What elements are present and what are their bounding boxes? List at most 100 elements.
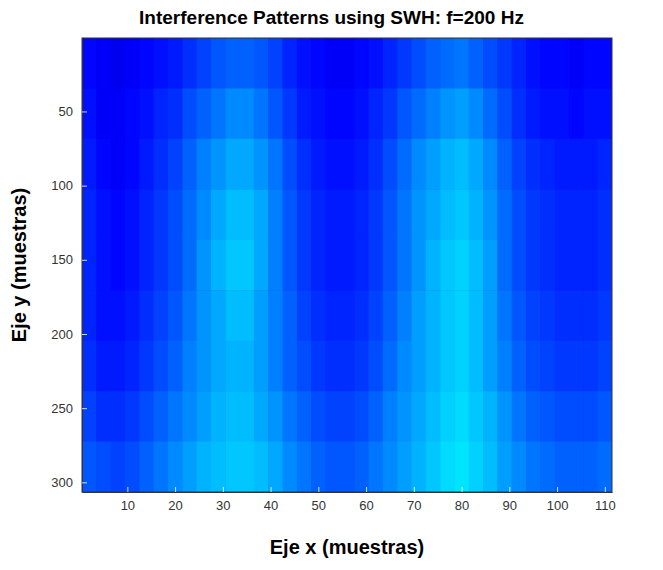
heatmap-cell	[268, 139, 283, 190]
heatmap-cell	[555, 442, 570, 492]
heatmap-cell	[340, 240, 355, 291]
heatmap-cell	[383, 442, 398, 492]
heatmap-cell	[125, 88, 140, 139]
x-tick-mark	[462, 487, 463, 492]
y-tick-label: 300	[51, 475, 73, 490]
heatmap-cell	[440, 240, 455, 291]
heatmap-cell	[283, 189, 298, 240]
heatmap-cell	[540, 391, 555, 442]
heatmap-cell	[197, 341, 212, 392]
heatmap-cell	[182, 240, 197, 291]
heatmap-cell	[111, 341, 126, 392]
heatmap-cell	[340, 442, 355, 492]
heatmap-cell	[469, 341, 484, 392]
x-tick-mark	[175, 487, 176, 492]
heatmap-cell	[211, 189, 226, 240]
heatmap-cell	[411, 38, 426, 89]
heatmap-cell	[96, 240, 111, 291]
heatmap-cell	[326, 290, 341, 341]
heatmap-cell	[297, 139, 312, 190]
heatmap-cell	[225, 139, 240, 190]
heatmap-cell	[182, 38, 197, 89]
heatmap-cell	[469, 88, 484, 139]
heatmap-cell	[440, 139, 455, 190]
heatmap-cell	[240, 290, 255, 341]
heatmap-cell	[311, 442, 326, 492]
heatmap-cell	[96, 442, 111, 492]
chart-title: Interference Patterns using SWH: f=200 H…	[139, 7, 524, 28]
heatmap-cell	[311, 88, 326, 139]
heatmap-cell	[440, 341, 455, 392]
heatmap-cell	[440, 442, 455, 492]
heatmap-cell	[197, 290, 212, 341]
x-tick-label: 60	[359, 498, 373, 513]
heatmap-cell	[297, 341, 312, 392]
heatmap-cell	[139, 290, 154, 341]
heatmap-cell	[598, 189, 612, 240]
heatmap-cell	[125, 38, 140, 89]
chart: 1020304050607080901001105010015020025030…	[0, 0, 663, 570]
heatmap-cell	[440, 38, 455, 89]
heatmap-cell	[340, 341, 355, 392]
y-tick-label: 100	[51, 178, 73, 193]
y-tick-mark	[82, 260, 87, 261]
x-tick-mark	[414, 487, 415, 492]
heatmap-cell	[311, 341, 326, 392]
heatmap-cell	[497, 88, 512, 139]
heatmap-cell	[426, 290, 441, 341]
heatmap-cell	[139, 391, 154, 442]
heatmap-cell	[326, 341, 341, 392]
x-tick: 60	[359, 487, 373, 513]
heatmap-cell	[512, 189, 527, 240]
x-tick-mark	[223, 487, 224, 492]
heatmap-cell	[240, 189, 255, 240]
heatmap-cell	[326, 391, 341, 442]
heatmap-cell	[512, 38, 527, 89]
heatmap-cell	[96, 391, 111, 442]
heatmap-cell	[411, 139, 426, 190]
heatmap-cell	[540, 290, 555, 341]
heatmap-cell	[240, 341, 255, 392]
heatmap-cell	[469, 391, 484, 442]
heatmap-cell	[154, 38, 169, 89]
heatmap-cell	[411, 442, 426, 492]
x-tick-mark	[271, 487, 272, 492]
heatmap-cell	[254, 442, 269, 492]
heatmap-cell	[426, 88, 441, 139]
heatmap-cell	[569, 442, 584, 492]
heatmap-cell	[512, 442, 527, 492]
cells	[82, 38, 612, 492]
y-tick-label: 150	[51, 252, 73, 267]
heatmap-cell	[182, 290, 197, 341]
heatmap-cell	[483, 240, 498, 291]
heatmap-cell	[154, 189, 169, 240]
heatmap-cell	[397, 240, 412, 291]
heatmap-cell	[268, 88, 283, 139]
heatmap-cell	[598, 88, 612, 139]
heatmap-cell	[512, 240, 527, 291]
heatmap-cell	[354, 88, 369, 139]
heatmap-cell	[526, 38, 541, 89]
heatmap-cell	[397, 189, 412, 240]
heatmap-cell	[411, 290, 426, 341]
heatmap-cell	[197, 240, 212, 291]
heatmap-cell	[368, 290, 383, 341]
heatmap-cell	[125, 341, 140, 392]
heatmap-cell	[497, 442, 512, 492]
heatmap-cell	[168, 139, 183, 190]
x-tick: 40	[264, 487, 278, 513]
heatmap-cell	[383, 189, 398, 240]
heatmap-cell	[483, 442, 498, 492]
heatmap-cell	[454, 240, 469, 291]
heatmap-cell	[111, 391, 126, 442]
plot-frame	[82, 38, 612, 492]
x-tick-mark	[557, 487, 558, 492]
heatmap-cell	[426, 341, 441, 392]
heatmap-cell	[311, 139, 326, 190]
heatmap-cell	[411, 189, 426, 240]
heatmap-cell	[340, 88, 355, 139]
heatmap-cell	[469, 38, 484, 89]
heatmap-cell	[211, 38, 226, 89]
heatmap-cell	[96, 38, 111, 89]
heatmap-cell	[240, 240, 255, 291]
